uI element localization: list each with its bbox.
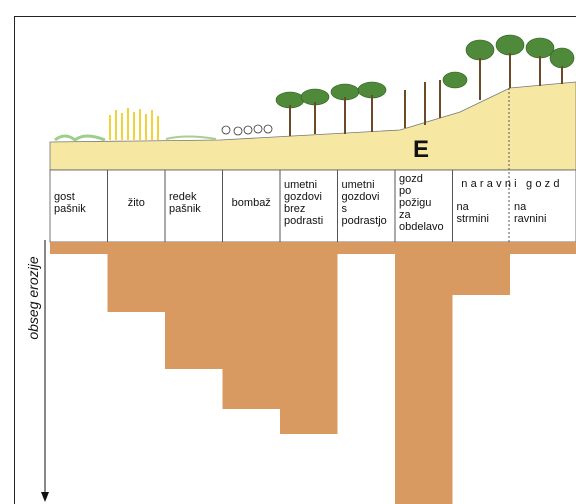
category-label: podrastjo (342, 215, 387, 227)
category-label: pašnik (169, 203, 201, 215)
axis-label: obseg erozije (25, 256, 41, 339)
bar (395, 242, 453, 504)
category-label: brez (284, 203, 305, 215)
category-label: gozd (399, 173, 423, 185)
bar (510, 242, 568, 247)
category-label: umetni (342, 179, 375, 191)
bar (223, 242, 281, 409)
bar (108, 242, 166, 312)
axis-arrowhead (41, 492, 49, 502)
category-label: strmini (457, 213, 489, 225)
bar (50, 242, 108, 254)
category-label: za (399, 209, 412, 221)
category-label: požigu (399, 197, 431, 209)
category-label: s (342, 203, 348, 215)
category-label: na (457, 201, 470, 213)
bar (338, 242, 396, 254)
group-label: naravni gozd (461, 178, 562, 190)
category-label: ravnini (514, 213, 546, 225)
bar (453, 242, 511, 295)
category-label: obdelavo (399, 221, 444, 233)
category-label: redek (169, 191, 197, 203)
category-label: po (399, 185, 411, 197)
category-label: umetni (284, 179, 317, 191)
category-label: žito (128, 197, 145, 209)
marker-label: E (413, 136, 429, 163)
chart: E naravni gozd obseg erozije gostpašnikž… (0, 0, 576, 504)
category-label: na (514, 201, 527, 213)
bar (165, 242, 223, 369)
category-label: gozdovi (284, 191, 322, 203)
category-label: bombaž (232, 197, 271, 209)
category-label: gozdovi (342, 191, 380, 203)
category-label: gost (54, 191, 75, 203)
category-label: pašnik (54, 203, 86, 215)
category-label: podrasti (284, 215, 323, 227)
bar (280, 242, 338, 434)
